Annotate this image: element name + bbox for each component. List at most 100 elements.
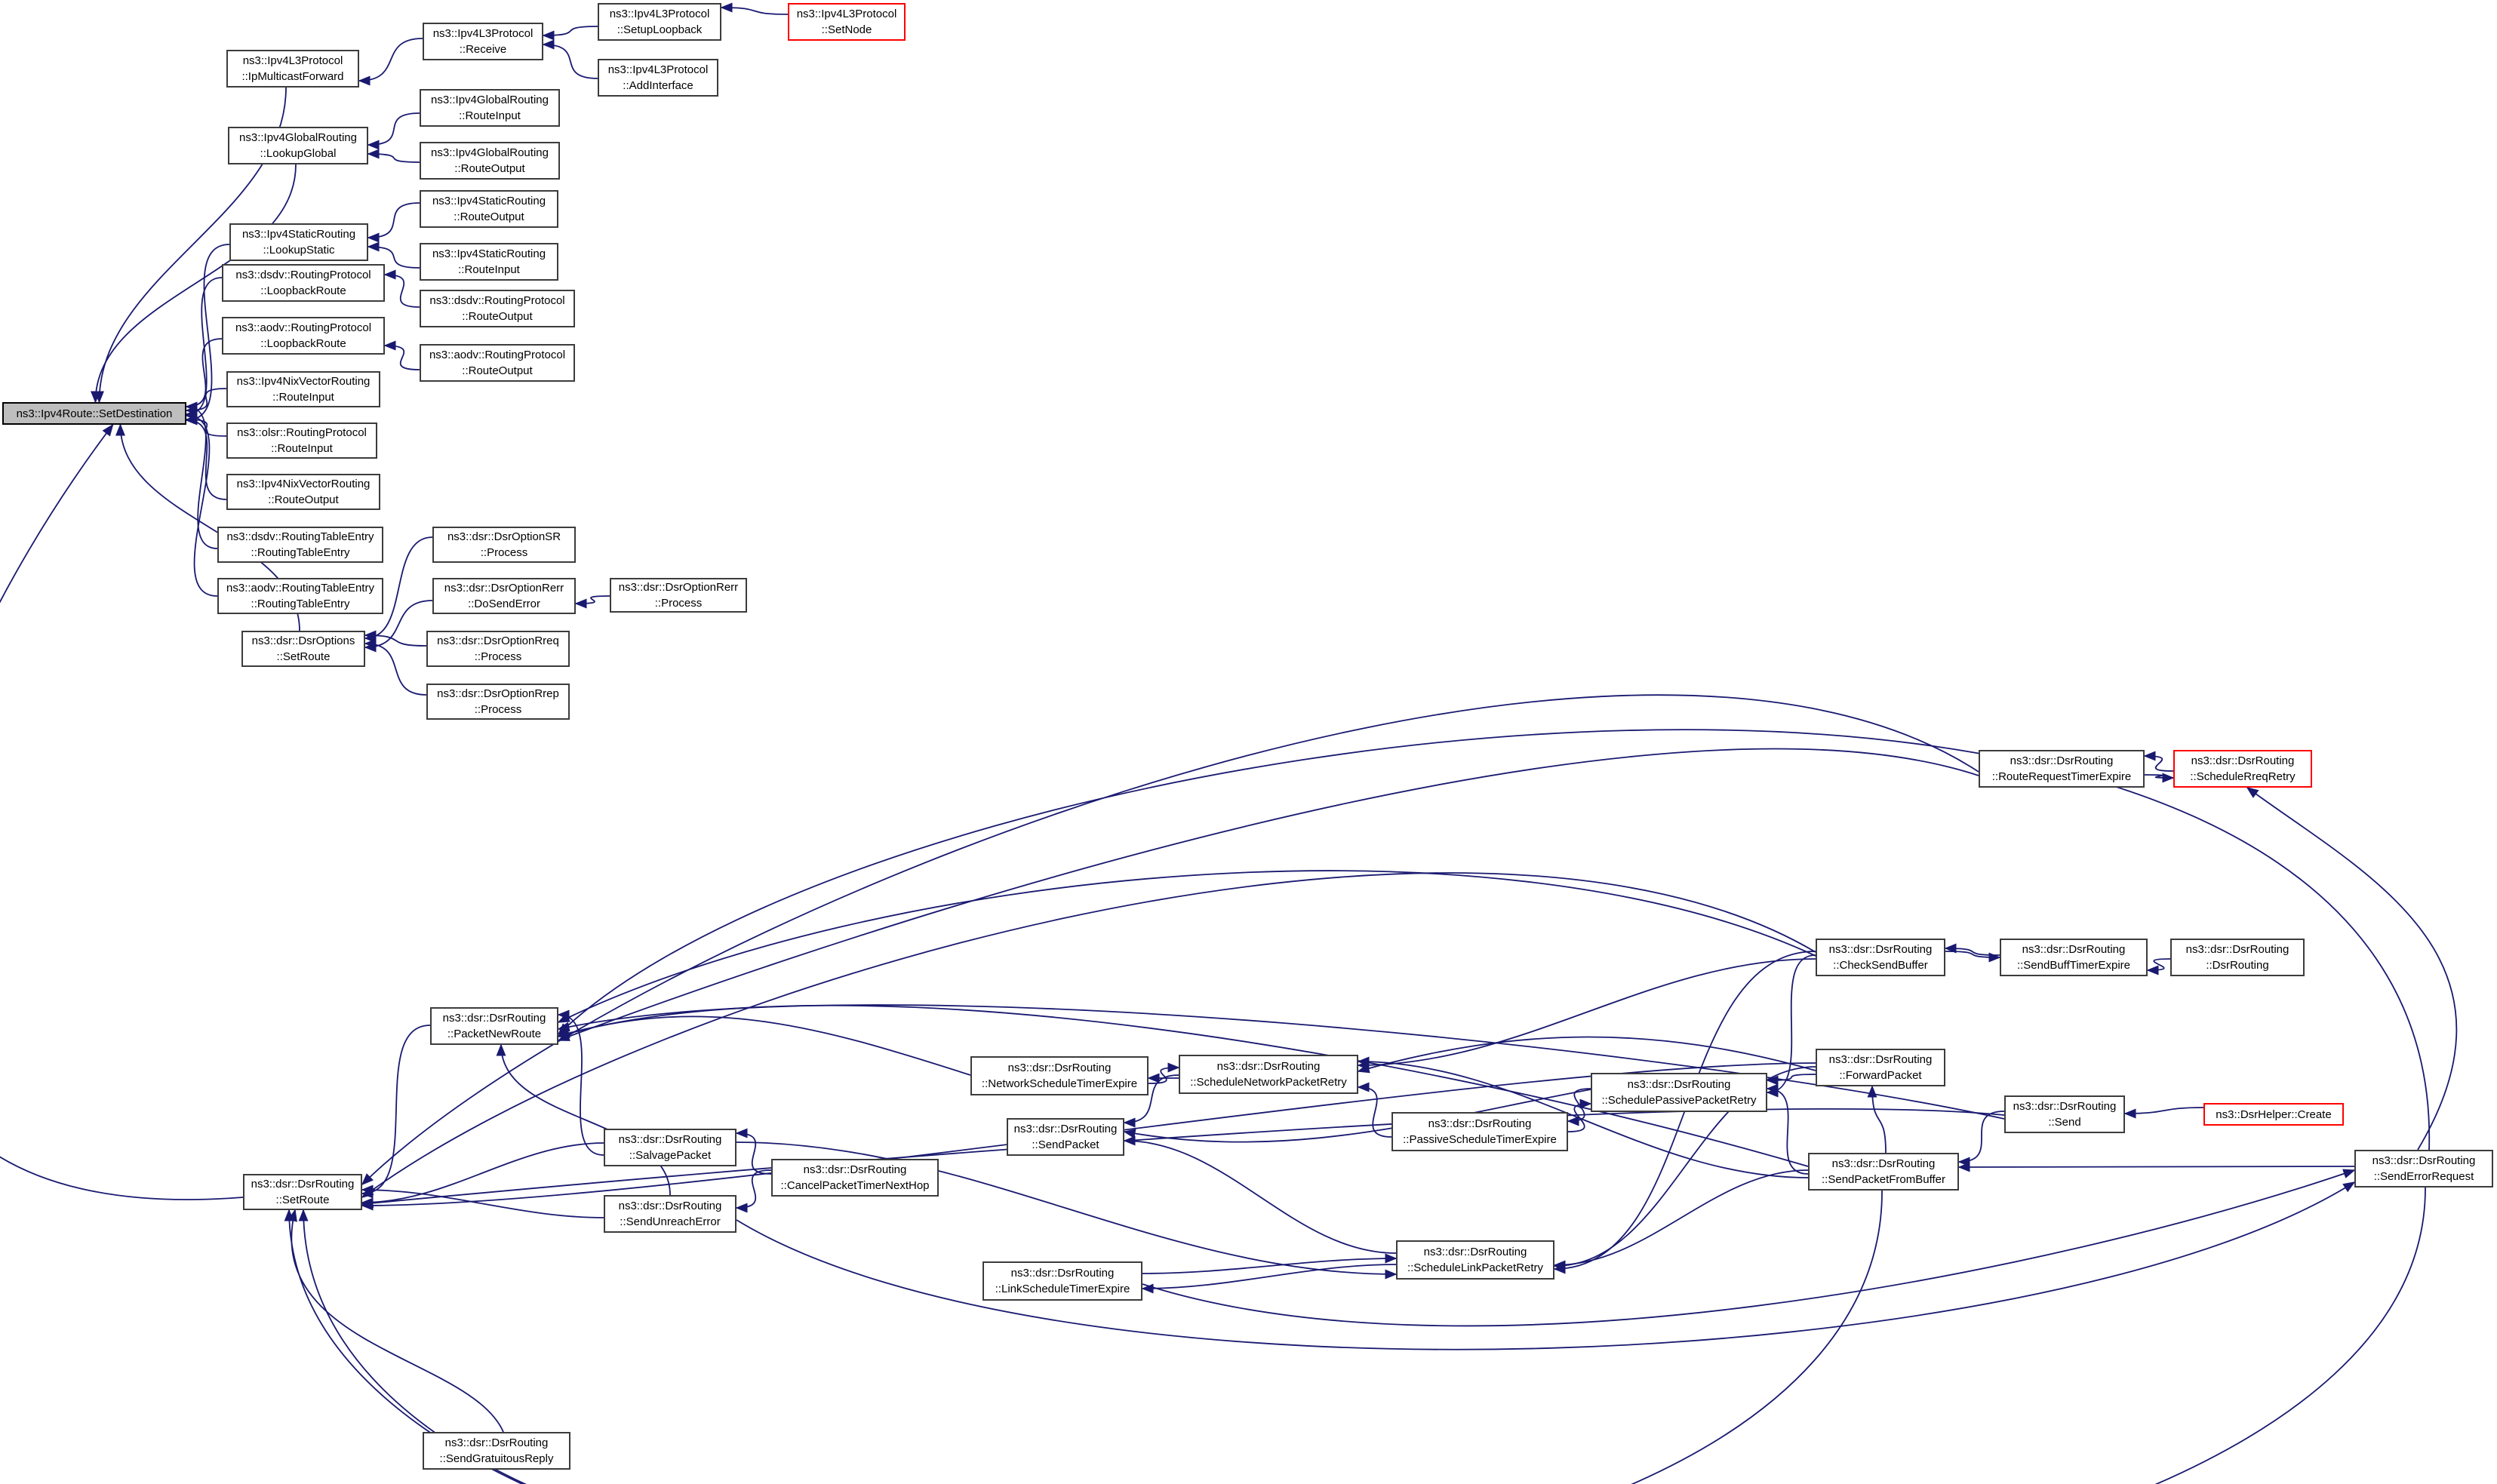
graph-node-label: ns3::dsr::DsrRouting	[2010, 754, 2114, 767]
graph-node-sendpacket[interactable]: ns3::dsr::DsrRouting::SendPacket	[1007, 1118, 1124, 1156]
graph-node-dsr-send[interactable]: ns3::dsr::DsrRouting::Send	[2004, 1095, 2125, 1133]
graph-node-dsdv-loopbackroute[interactable]: ns3::dsdv::RoutingProtocol::LoopbackRout…	[222, 264, 385, 302]
graph-node-routerequesttimerexpire[interactable]: ns3::dsr::DsrRouting::RouteRequestTimerE…	[1979, 750, 2145, 788]
graph-node-dsdv-routeoutput[interactable]: ns3::dsdv::RoutingProtocol::RouteOutput	[420, 290, 575, 327]
graph-node-label: ::RouteOutput	[462, 364, 533, 377]
graph-node-label: ns3::dsr::DsrRouting	[1828, 1053, 1933, 1066]
edge-schedulerreqretry--routerequesttimerexpire	[2143, 751, 2174, 772]
graph-node-sendbufftimerexpire[interactable]: ns3::dsr::DsrRouting::SendBuffTimerExpir…	[2000, 939, 2148, 976]
graph-node-label: ns3::dsdv::RoutingProtocol	[429, 294, 565, 307]
graph-node-networkscheduletimerexpire[interactable]: ns3::dsr::DsrRouting::NetworkScheduleTim…	[970, 1056, 1149, 1095]
graph-node-dsroptionrerr-process[interactable]: ns3::dsr::DsrOptionRerr::Process	[610, 578, 747, 613]
graph-node-global-routeoutput[interactable]: ns3::Ipv4GlobalRouting::RouteOutput	[420, 142, 560, 180]
graph-node-schedulenetworkpacketretry[interactable]: ns3::dsr::DsrRouting::ScheduleNetworkPac…	[1179, 1055, 1358, 1094]
graph-node-label: ::RouteInput	[271, 442, 333, 455]
graph-node-dsroptionrrep-process[interactable]: ns3::dsr::DsrOptionRrep::Process	[426, 684, 570, 720]
graph-node-label: ::LookupGlobal	[260, 147, 337, 160]
edge-checksendbuffer--dsr-packetnewroute	[557, 870, 1816, 1023]
graph-node-label: ::IpMulticastForward	[241, 70, 344, 83]
edge-dsr-send--sendpacketfrombuffer	[1957, 1111, 2005, 1167]
graph-node-label: ::CancelPacketTimerNextHop	[780, 1179, 930, 1192]
graph-node-label: ::SetRoute	[276, 650, 331, 663]
graph-node-aodv-routeoutput[interactable]: ns3::aodv::RoutingProtocol::RouteOutput	[420, 344, 575, 382]
graph-node-dsr-packetnewroute[interactable]: ns3::dsr::DsrRouting::PacketNewRoute	[430, 1007, 558, 1045]
graph-node-label: ::RouteRequestTimerExpire	[1991, 770, 2132, 783]
graph-node-receive[interactable]: ns3::Ipv4L3Protocol::Receive	[423, 23, 543, 60]
graph-node-setuploopback[interactable]: ns3::Ipv4L3Protocol::SetupLoopback	[598, 3, 721, 41]
graph-node-label: ::SendErrorRequest	[2373, 1170, 2474, 1183]
graph-node-static-routeinput[interactable]: ns3::Ipv4StaticRouting::RouteInput	[420, 243, 558, 281]
graph-node-label: ::RoutingTableEntry	[251, 598, 350, 610]
graph-node-label: ::Send	[2048, 1116, 2081, 1129]
graph-node-dsr-setroute[interactable]: ns3::dsr::DsrRouting::SetRoute	[243, 1174, 362, 1210]
graph-node-nix-routeinput[interactable]: ns3::Ipv4NixVectorRouting::RouteInput	[226, 371, 380, 407]
graph-node-label: ns3::dsr::DsrRouting	[803, 1163, 907, 1176]
graph-node-global-routeinput[interactable]: ns3::Ipv4GlobalRouting::RouteInput	[420, 89, 560, 127]
graph-node-label: ns3::aodv::RoutingProtocol	[235, 321, 372, 334]
graph-node-dsroptionrerr-dosenderror[interactable]: ns3::dsr::DsrOptionRerr::DoSendError	[432, 578, 576, 614]
graph-node-schedulerreqretry[interactable]: ns3::dsr::DsrRouting::ScheduleRreqRetry	[2173, 750, 2312, 788]
graph-node-label: ::SendPacketFromBuffer	[1822, 1173, 1945, 1186]
graph-node-label: ns3::dsr::DsrRouting	[251, 1178, 355, 1191]
edge-linkscheduletimerexpire--schedulelinkpacketretry	[1142, 1253, 1398, 1274]
graph-node-static-lookupstatic[interactable]: ns3::Ipv4StaticRouting::LookupStatic	[229, 223, 368, 261]
edge-routerequesttimerexpire--schedulerreqretry	[2144, 773, 2175, 783]
edge-nix-routeinput--setdestination	[185, 388, 227, 416]
edge-networkscheduletimerexpire--schedulenetworkpacketretry	[1148, 1062, 1180, 1084]
graph-node-label: ::SetupLoopback	[617, 23, 703, 36]
graph-node-linkscheduletimerexpire[interactable]: ns3::dsr::DsrRouting::LinkScheduleTimerE…	[983, 1261, 1142, 1301]
graph-node-label: ns3::dsr::DsrRouting	[1423, 1246, 1527, 1258]
graph-node-label: ns3::DsrHelper::Create	[2216, 1108, 2332, 1121]
graph-node-aodv-rte[interactable]: ns3::aodv::RoutingTableEntry::RoutingTab…	[217, 578, 383, 614]
graph-node-label: ns3::Ipv4L3Protocol	[796, 8, 897, 20]
graph-node-sendunreacherror[interactable]: ns3::dsr::DsrRouting::SendUnreachError	[604, 1195, 736, 1233]
edge-setuploopback--receive	[542, 26, 598, 41]
graph-node-checksendbuffer[interactable]: ns3::dsr::DsrRouting::CheckSendBuffer	[1816, 939, 1945, 976]
graph-node-addinterface[interactable]: ns3::Ipv4L3Protocol::AddInterface	[598, 59, 718, 97]
graph-node-static-routeoutput[interactable]: ns3::Ipv4StaticRouting::RouteOutput	[420, 190, 558, 228]
graph-node-dsdv-rte[interactable]: ns3::dsdv::RoutingTableEntry::RoutingTab…	[217, 527, 383, 563]
graph-node-ipmulticastforward[interactable]: ns3::Ipv4L3Protocol::IpMulticastForward	[226, 50, 359, 88]
graph-node-dsroptionsr-process[interactable]: ns3::dsr::DsrOptionSR::Process	[432, 527, 576, 563]
graph-node-label: ns3::dsr::DsrRouting	[1013, 1123, 1118, 1135]
graph-node-schedulelinkpacketretry[interactable]: ns3::dsr::DsrRouting::ScheduleLinkPacket…	[1396, 1240, 1554, 1280]
graph-node-dsrrouting-ctor[interactable]: ns3::dsr::DsrRouting::DsrRouting	[2170, 939, 2305, 976]
graph-node-passivescheduletimerexpire[interactable]: ns3::dsr::DsrRouting::PassiveScheduleTim…	[1391, 1112, 1568, 1151]
graph-node-olsr-routeinput[interactable]: ns3::olsr::RoutingProtocol::RouteInput	[226, 422, 377, 459]
graph-node-label: ::Receive	[459, 43, 507, 56]
graph-node-label: ::SalvagePacket	[629, 1149, 712, 1162]
graph-node-sendgratuitousreply[interactable]: ns3::dsr::DsrRouting::SendGratuitousRepl…	[423, 1432, 570, 1470]
edge-aodv-rte--setdestination	[185, 410, 218, 597]
graph-node-label: ns3::dsr::DsrRouting	[1010, 1267, 1115, 1280]
edge-forwardpacket--schedulenetworkpacketretry	[1357, 1036, 1816, 1074]
graph-node-label: ns3::olsr::RoutingProtocol	[237, 426, 367, 439]
graph-node-forwardpacket[interactable]: ns3::dsr::DsrRouting::ForwardPacket	[1816, 1049, 1945, 1086]
graph-node-nix-routeoutput[interactable]: ns3::Ipv4NixVectorRouting::RouteOutput	[226, 474, 380, 510]
graph-node-aodv-loopbackroute[interactable]: ns3::aodv::RoutingProtocol::LoopbackRout…	[222, 317, 385, 355]
graph-node-label: ns3::dsdv::RoutingTableEntry	[226, 530, 374, 543]
graph-node-salvagepacket[interactable]: ns3::dsr::DsrRouting::SalvagePacket	[604, 1129, 736, 1166]
graph-node-senderrorrequest[interactable]: ns3::dsr::DsrRouting::SendErrorRequest	[2354, 1150, 2493, 1188]
graph-node-label: ns3::dsr::DsrOptionRerr	[444, 582, 564, 595]
graph-node-setnode[interactable]: ns3::Ipv4L3Protocol::SetNode	[788, 3, 906, 41]
edge-aodv-loopbackroute--setdestination	[185, 338, 223, 412]
graph-node-label: ::NetworkScheduleTimerExpire	[981, 1077, 1138, 1090]
graph-node-label: ::SendBuffTimerExpire	[2016, 959, 2131, 972]
graph-node-dsroptions-setroute[interactable]: ns3::dsr::DsrOptions::SetRoute	[241, 631, 365, 667]
graph-node-label: ::SetNode	[821, 23, 872, 36]
graph-node-label: ns3::dsr::DsrRouting	[2191, 754, 2295, 767]
graph-node-label: ns3::dsr::DsrRouting	[1216, 1060, 1321, 1073]
graph-node-global-lookupglobal[interactable]: ns3::Ipv4GlobalRouting::LookupGlobal	[228, 127, 368, 164]
edge-nix-routeoutput--setdestination	[185, 415, 227, 500]
graph-node-label: ns3::dsr::DsrOptions	[251, 634, 355, 647]
edge-linkscheduletimerexpire--senderrorrequest	[1142, 1169, 2356, 1327]
graph-node-cancelpacketnexthop[interactable]: ns3::dsr::DsrRouting::CancelPacketTimerN…	[771, 1159, 939, 1197]
graph-node-schedulepassivepacketretry[interactable]: ns3::dsr::DsrRouting::SchedulePassivePac…	[1591, 1073, 1767, 1112]
edge-schedulelinkpacketretry--sendpacket	[1123, 1135, 1397, 1254]
graph-node-dsroptionrreq-process[interactable]: ns3::dsr::DsrOptionRreq::Process	[426, 631, 570, 667]
graph-node-dsrhelper-create[interactable]: ns3::DsrHelper::Create	[2203, 1103, 2344, 1126]
graph-node-sendpacketfrombuffer[interactable]: ns3::dsr::DsrRouting::SendPacketFromBuff…	[1808, 1153, 1959, 1191]
edge-checksendbuffer--schedulenetworkpacketretry	[1357, 958, 1816, 1071]
